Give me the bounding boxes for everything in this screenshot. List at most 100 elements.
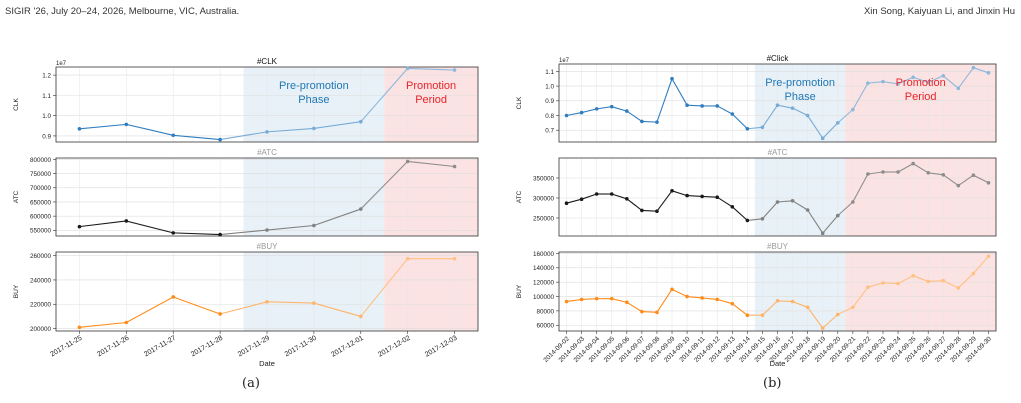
data-point	[715, 104, 720, 108]
series-segment	[792, 301, 808, 308]
y-axis-label: ATC	[13, 190, 20, 203]
promotion-label: Promotion	[406, 80, 456, 92]
series-segment	[927, 75, 944, 83]
promotion-label: Period	[905, 91, 937, 103]
series-segment	[792, 200, 808, 211]
y-tick-label: 160000	[533, 251, 555, 258]
subplot-title: #ATC	[768, 148, 788, 157]
data-point	[625, 109, 629, 113]
y-tick-label: 700000	[30, 185, 52, 192]
data-point	[171, 133, 176, 138]
series-segment	[126, 296, 174, 323]
data-point	[265, 130, 269, 134]
data-point	[851, 305, 855, 310]
y-tick-label: 1.0	[42, 113, 51, 120]
y-tick-label: 750000	[30, 171, 52, 178]
series-segment	[761, 104, 778, 128]
pre-promotion-label: Phase	[298, 94, 329, 106]
data-point	[452, 164, 457, 169]
data-point	[358, 207, 363, 211]
y-tick-label: 1.2	[42, 73, 51, 80]
series-segment	[973, 174, 989, 184]
x-tick-label: 2017-11-30	[284, 335, 318, 359]
series-segment	[360, 258, 409, 317]
data-point	[911, 161, 915, 166]
series-segment	[897, 275, 914, 285]
series-segment	[671, 190, 688, 197]
x-tick-label: 2017-12-01	[330, 335, 365, 359]
series-segment	[581, 193, 597, 200]
series-segment	[173, 296, 221, 315]
y-tick-label: 260000	[30, 253, 52, 260]
pre-promotion-label: Phase	[785, 91, 816, 103]
chart-panel-a: 0.9 1.0 1.1 1.2 #CLK CLK 1e7 Pre-promotion Phase…	[13, 57, 479, 368]
y-tick-label: 1.0	[545, 83, 554, 90]
data-point	[715, 195, 720, 199]
y-tick-label: 0.9	[42, 133, 51, 140]
data-point	[775, 103, 780, 108]
y-tick-label: 650000	[30, 199, 52, 206]
data-point	[640, 208, 644, 213]
data-point	[775, 200, 780, 204]
promotion-label: Promotion	[896, 77, 946, 89]
promotion-region	[845, 64, 996, 142]
data-point	[760, 217, 765, 221]
subplot-clk-b: 0.7 0.8 0.9 1.0 1.1 #Click CLK 1e7 Pre-promotion…	[516, 54, 997, 143]
data-point	[911, 273, 915, 278]
series-segment	[407, 160, 455, 168]
x-tick-label: 2017-11-25	[49, 335, 83, 359]
subplot-buy-b: 60000 80000 100000 120000 140000 160000 #BUY BU…	[516, 242, 997, 368]
data-point	[452, 68, 457, 72]
series-segment	[822, 122, 839, 139]
series-segment	[313, 302, 361, 317]
data-point	[775, 299, 780, 303]
y-tick-label: 550000	[30, 228, 52, 235]
series-segment	[360, 161, 409, 210]
y-tick-label: 60000	[536, 323, 554, 330]
data-point	[405, 66, 410, 71]
axes-frame	[55, 157, 479, 237]
data-point	[312, 223, 316, 228]
data-point	[564, 113, 569, 118]
subplot-title: #BUY	[257, 242, 279, 251]
series-segment	[852, 173, 869, 203]
series-segment	[837, 306, 854, 315]
series-segment	[777, 104, 793, 109]
series-segment	[882, 282, 899, 285]
data-point	[609, 296, 614, 301]
series-segment	[747, 126, 763, 130]
data-point	[896, 281, 900, 286]
series-segment	[656, 78, 673, 123]
data-point	[700, 296, 704, 300]
data-point	[881, 170, 885, 174]
series-segment	[641, 311, 657, 313]
data-point	[77, 325, 82, 330]
promotion-region	[384, 252, 478, 331]
series-segment	[717, 298, 733, 305]
subplot-title: #ATC	[257, 148, 277, 157]
y-axis-label: CLK	[13, 98, 20, 111]
series-segment	[807, 209, 824, 234]
data-point	[790, 299, 795, 304]
axes-frame	[558, 157, 997, 237]
y-tick-label: 240000	[30, 277, 52, 284]
series-segment	[266, 127, 314, 133]
series-segment	[716, 105, 733, 115]
series-segment	[566, 112, 582, 117]
data-point	[881, 281, 885, 285]
pre-promotion-region	[754, 252, 846, 331]
series-segment	[126, 123, 174, 136]
y-tick-label: 0.8	[545, 113, 554, 120]
series-segment	[313, 121, 361, 129]
series-segment	[912, 163, 929, 174]
y-tick-label: 100000	[533, 294, 555, 301]
series-segment	[687, 104, 703, 107]
series-segment	[731, 206, 748, 221]
series-segment	[912, 275, 929, 282]
series-segment	[958, 174, 974, 187]
data-point	[730, 301, 735, 306]
data-point	[835, 121, 840, 125]
x-tick-label: 2017-11-26	[96, 335, 130, 359]
data-point	[745, 126, 750, 131]
